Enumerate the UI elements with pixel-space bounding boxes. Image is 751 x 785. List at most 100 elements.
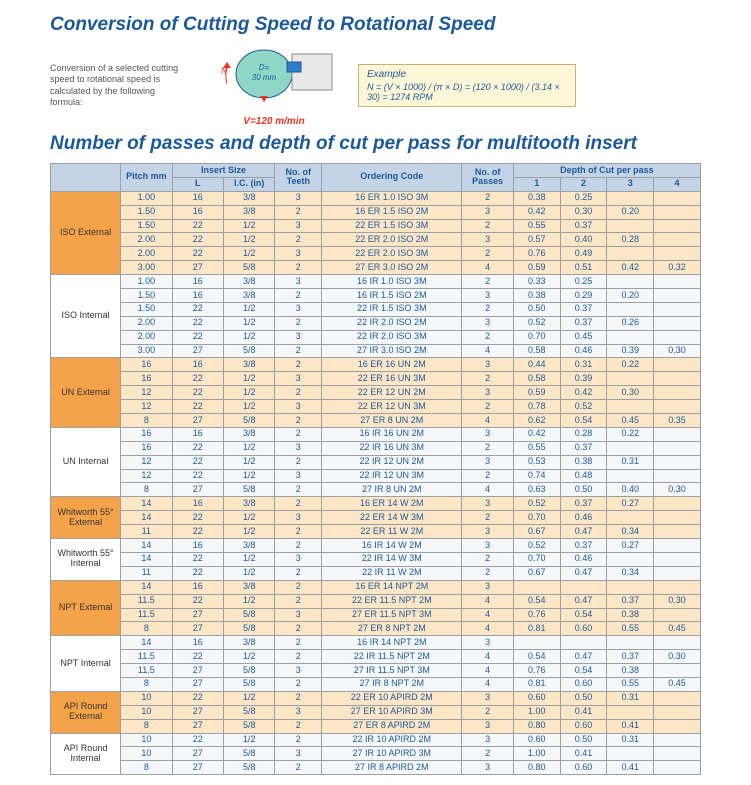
cell: 16 IR 16 UN 2M <box>322 427 462 441</box>
cell: 2 <box>275 636 322 650</box>
example-formula: N = (V × 1000) / (π × D) = (120 × 1000) … <box>367 82 567 102</box>
cell: 12 <box>121 469 172 483</box>
cell: 27 <box>172 664 223 678</box>
cell: 0.52 <box>513 316 560 330</box>
cell: 0.47 <box>560 566 607 580</box>
cell: 14 <box>121 580 172 594</box>
cell: 16 <box>172 427 223 441</box>
cell: 27 <box>172 761 223 775</box>
cell <box>654 636 701 650</box>
cell: 27 ER 8 APIRD 2M <box>322 719 462 733</box>
cell: 27 ER 8 NPT 2M <box>322 622 462 636</box>
table-row: 14221/2322 ER 14 W 3M20.700.46 <box>51 511 701 525</box>
cell: 27 <box>172 705 223 719</box>
cell: 0.28 <box>607 233 654 247</box>
cell: 0.31 <box>607 455 654 469</box>
table-row: 12221/2222 ER 12 UN 2M30.590.420.30 <box>51 386 701 400</box>
cell: 0.25 <box>560 275 607 289</box>
cell: 27 <box>172 608 223 622</box>
cell: 2 <box>462 219 513 233</box>
cell: 5/8 <box>223 483 274 497</box>
example-title: Example <box>367 69 567 80</box>
cell: 0.30 <box>654 594 701 608</box>
cell: 1.50 <box>121 302 172 316</box>
cell: 2 <box>275 691 322 705</box>
cell <box>654 191 701 205</box>
cell: 1/2 <box>223 386 274 400</box>
cell: 22 IR 14 W 3M <box>322 552 462 566</box>
cell: 0.55 <box>607 622 654 636</box>
cell: 4 <box>462 344 513 358</box>
cell: 2 <box>462 552 513 566</box>
cell: 1/2 <box>223 441 274 455</box>
cell: 5/8 <box>223 761 274 775</box>
cell: 0.38 <box>607 664 654 678</box>
cell: 0.76 <box>513 664 560 678</box>
cell: 10 <box>121 733 172 747</box>
cell: 5/8 <box>223 344 274 358</box>
cell: 4 <box>462 483 513 497</box>
cell: 2 <box>462 191 513 205</box>
cell: 3 <box>462 691 513 705</box>
cell: 0.47 <box>560 594 607 608</box>
cell: 0.45 <box>607 414 654 428</box>
cell: 2 <box>275 233 322 247</box>
cell: 3 <box>462 539 513 553</box>
cell <box>607 191 654 205</box>
cell: 16 <box>172 289 223 303</box>
cell: 1/2 <box>223 455 274 469</box>
cell: 2 <box>275 622 322 636</box>
cell: 3 <box>275 608 322 622</box>
cell: 0.54 <box>513 594 560 608</box>
cell: 16 <box>121 358 172 372</box>
cell: 0.25 <box>560 191 607 205</box>
cell: 0.81 <box>513 677 560 691</box>
cell: 27 IR 8 UN 2M <box>322 483 462 497</box>
cell: 0.54 <box>560 414 607 428</box>
cell: 0.20 <box>607 289 654 303</box>
cell: 1/2 <box>223 733 274 747</box>
group-label: UN Internal <box>51 427 121 496</box>
cell: 0.45 <box>654 622 701 636</box>
cell: 2 <box>462 511 513 525</box>
table-row: 2.00221/2322 ER 2.0 ISO 3M20.760.49 <box>51 247 701 261</box>
cell <box>654 247 701 261</box>
cell <box>654 761 701 775</box>
cell: 3 <box>275 552 322 566</box>
cell: 3 <box>462 233 513 247</box>
cell: 2.00 <box>121 233 172 247</box>
cell: 2 <box>275 205 322 219</box>
th-passes: No. of Passes <box>462 164 513 192</box>
cell: 22 <box>172 691 223 705</box>
group-label: Whitworth 55° External <box>51 497 121 539</box>
cell: 22 <box>172 386 223 400</box>
cell: 3 <box>462 761 513 775</box>
cell: 27 IR 11.5 NPT 3M <box>322 664 462 678</box>
cell: 0.60 <box>560 622 607 636</box>
cell: 4 <box>462 664 513 678</box>
cell: 14 <box>121 539 172 553</box>
cell: 2 <box>275 483 322 497</box>
cell: 0.60 <box>560 719 607 733</box>
table-row: NPT External14163/8216 ER 14 NPT 2M3 <box>51 580 701 594</box>
cell: 0.38 <box>513 289 560 303</box>
cell: 22 IR 12 UN 2M <box>322 455 462 469</box>
cell <box>654 205 701 219</box>
cell: 27 <box>172 677 223 691</box>
cell <box>654 580 701 594</box>
cell: 16 ER 14 NPT 2M <box>322 580 462 594</box>
svg-text:30 mm: 30 mm <box>252 73 277 82</box>
cell: 0.30 <box>654 483 701 497</box>
intro-text: Conversion of a selected cutting speed t… <box>50 63 190 108</box>
cell: 11.5 <box>121 594 172 608</box>
cell: 16 IR 14 NPT 2M <box>322 636 462 650</box>
cell <box>654 566 701 580</box>
cell: 0.59 <box>513 261 560 275</box>
cell <box>607 275 654 289</box>
cell: 3 <box>275 400 322 414</box>
cell: 2 <box>275 525 322 539</box>
cell: 0.55 <box>513 219 560 233</box>
cell: 1.00 <box>513 747 560 761</box>
cell: 3/8 <box>223 539 274 553</box>
cell: 3/8 <box>223 580 274 594</box>
